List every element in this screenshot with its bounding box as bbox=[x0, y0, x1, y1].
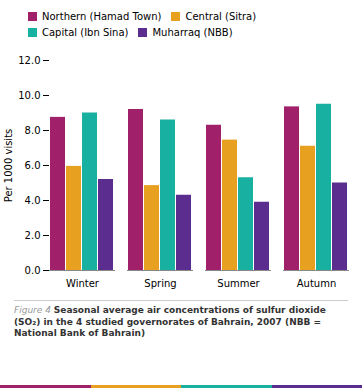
svg-text:Spring: Spring bbox=[144, 278, 176, 289]
html-text:Central (Sitra): Central (Sitra) bbox=[185, 10, 257, 22]
svg-text:12.0: 12.0 bbox=[18, 55, 40, 66]
svg-text:0.0: 0.0 bbox=[25, 265, 41, 276]
html-text:Figure 4 Seasonal average air: Figure 4 Seasonal average air concentrat… bbox=[14, 305, 326, 339]
html-text:Muharraq (NBB): Muharraq (NBB) bbox=[152, 27, 233, 39]
svg-text:Per 1000 visits: Per 1000 visits bbox=[3, 129, 14, 203]
svg-text:2.0: 2.0 bbox=[25, 230, 41, 241]
svg-text:10.0: 10.0 bbox=[18, 90, 40, 101]
svg-text:Autumn: Autumn bbox=[297, 278, 337, 289]
svg-text:8.0: 8.0 bbox=[25, 125, 41, 136]
svg-text:4.0: 4.0 bbox=[25, 195, 41, 206]
html-text:Northern (Hamad Town): Northern (Hamad Town) bbox=[42, 10, 162, 22]
svg-text:Winter: Winter bbox=[66, 278, 100, 289]
html-text:Capital (Ibn Sina): Capital (Ibn Sina) bbox=[42, 27, 129, 39]
svg-text:Summer: Summer bbox=[217, 278, 260, 289]
svg-text:6.0: 6.0 bbox=[25, 160, 41, 171]
